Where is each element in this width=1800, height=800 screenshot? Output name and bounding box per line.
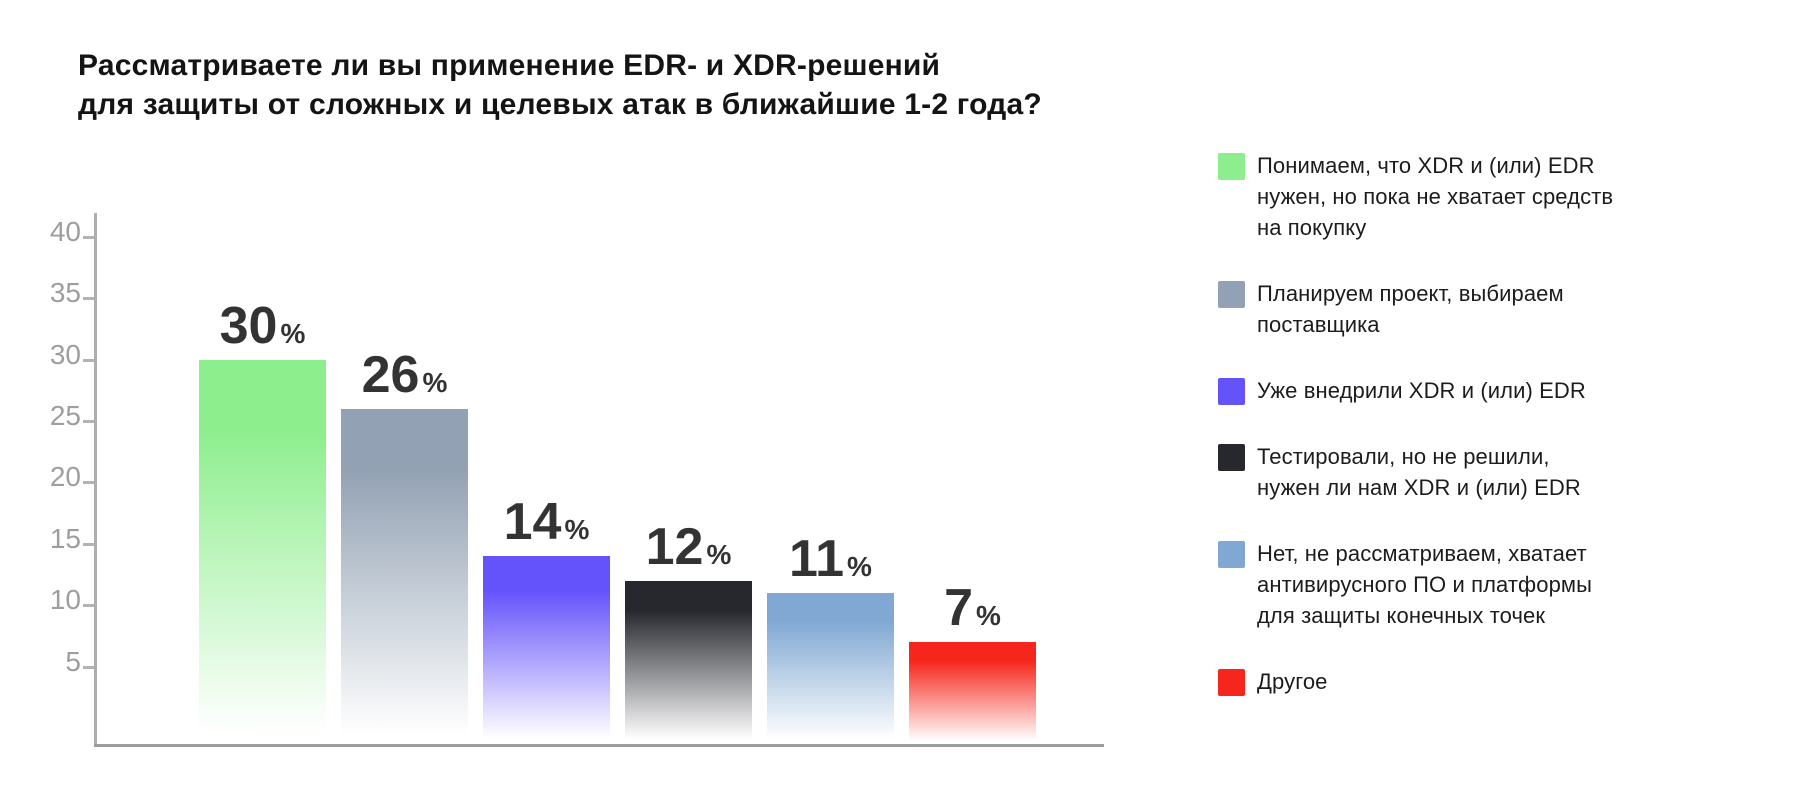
y-tick-label: 10	[49, 584, 81, 616]
legend-swatch	[1218, 378, 1245, 405]
legend-item: Уже внедрили XDR и (или) EDR	[1218, 375, 1638, 406]
bar	[483, 556, 610, 744]
legend-label: Понимаем, что XDR и (или) EDR нужен, но …	[1257, 153, 1614, 240]
y-tick-label: 5	[65, 645, 81, 677]
y-tick-dash	[83, 358, 94, 362]
bar-value-label: 7%	[869, 580, 1076, 636]
bar-value-label: 26%	[301, 347, 508, 403]
bar-value: 12	[645, 517, 704, 576]
y-tick-label: 35	[49, 277, 81, 309]
bar-value: 11	[789, 529, 845, 588]
y-tick-dash	[83, 297, 94, 301]
legend-swatch	[1218, 153, 1245, 180]
y-tick-label: 15	[49, 522, 81, 554]
chart-title: Рассматриваете ли вы применение EDR- и X…	[78, 49, 1042, 121]
legend-label: Планируем проект, выбираем поставщика	[1257, 281, 1564, 337]
legend-swatch	[1218, 281, 1245, 308]
percent-sign: %	[706, 538, 732, 570]
bar-value-label: 30%	[159, 298, 366, 354]
bar	[767, 592, 894, 744]
bar	[199, 359, 326, 744]
bar	[909, 642, 1036, 744]
y-tick-label: 40	[49, 215, 81, 247]
y-tick-dash	[83, 604, 94, 608]
bar-value: 14	[503, 493, 562, 552]
percent-sign: %	[422, 366, 448, 398]
legend-item: Понимаем, что XDR и (или) EDR нужен, но …	[1218, 150, 1638, 243]
bar-value-label: 12%	[585, 519, 792, 575]
legend-swatch	[1218, 541, 1245, 568]
y-tick-dash	[83, 665, 94, 669]
y-tick-label: 25	[49, 400, 81, 431]
percent-sign: %	[847, 550, 872, 582]
legend-item: Планируем проект, выбираем поставщика	[1218, 278, 1638, 340]
legend-label: Другое	[1257, 669, 1328, 694]
percent-sign: %	[564, 514, 590, 546]
y-tick-dash	[83, 481, 94, 485]
bar	[625, 580, 752, 744]
legend-label: Тестировали, но не решили, нужен ли нам …	[1257, 444, 1581, 500]
legend-label: Уже внедрили XDR и (или) EDR	[1257, 378, 1586, 403]
y-tick-dash	[83, 542, 94, 546]
bar-value-label: 14%	[443, 494, 650, 550]
legend-swatch	[1218, 444, 1245, 471]
y-tick-label: 20	[49, 461, 81, 493]
legend-item: Другое	[1218, 666, 1638, 697]
percent-sign: %	[976, 600, 1001, 632]
x-axis-baseline	[94, 744, 1104, 747]
percent-sign: %	[280, 317, 306, 349]
bar	[341, 408, 468, 744]
legend-label: Нет, не рассматриваем, хватает антивирус…	[1257, 541, 1593, 628]
legend-item: Тестировали, но не решили, нужен ли нам …	[1218, 441, 1638, 503]
legend-swatch	[1218, 669, 1245, 696]
bar-value: 26	[361, 345, 420, 404]
y-tick-dash	[83, 420, 94, 423]
y-tick-dash	[83, 235, 94, 239]
bar-value: 30	[219, 296, 278, 355]
bar-value-label: 11%	[727, 531, 934, 587]
y-axis-line	[94, 213, 97, 747]
y-tick-label: 30	[49, 338, 81, 370]
legend-item: Нет, не рассматриваем, хватает антивирус…	[1218, 538, 1638, 631]
legend: Понимаем, что XDR и (или) EDR нужен, но …	[1218, 150, 1638, 732]
bar-value: 7	[944, 579, 973, 638]
